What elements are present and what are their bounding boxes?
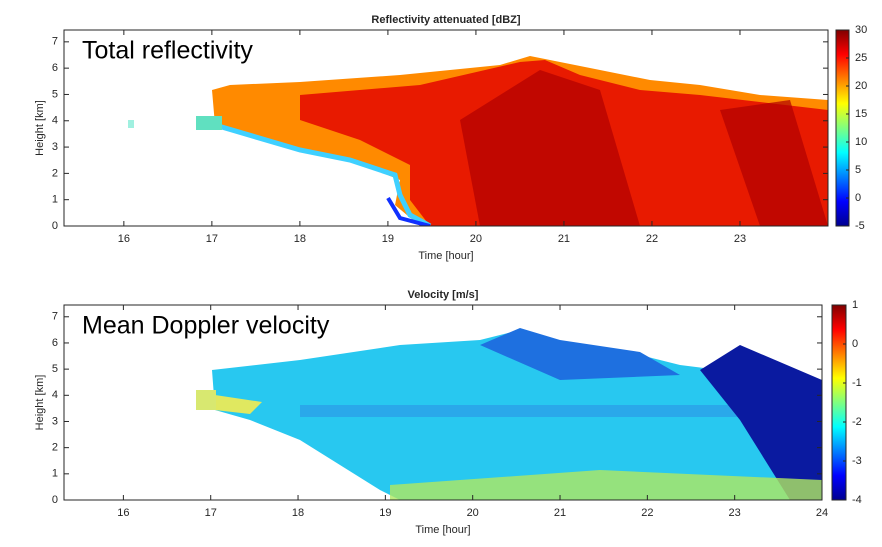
x-tick-label: 21	[558, 233, 570, 245]
y-tick-label: 4	[52, 389, 58, 401]
y-axis-label: Height [km]	[34, 100, 46, 156]
x-tick-label: 17	[205, 507, 217, 519]
x-tick-label: 23	[729, 507, 741, 519]
plot-frame	[63, 304, 823, 501]
annotation: Mean Doppler velocity	[82, 312, 330, 340]
x-tick-label: 20	[470, 233, 482, 245]
y-tick-label: 4	[52, 115, 58, 127]
chart-title: Reflectivity attenuated [dBZ]	[371, 14, 520, 26]
x-tick-label: 17	[206, 233, 218, 245]
x-tick-label: 24	[816, 507, 828, 519]
y-tick-label: 1	[52, 468, 58, 480]
x-tick-label: 18	[292, 507, 304, 519]
y-tick-label: 2	[52, 442, 58, 454]
x-axis-label: Time [hour]	[415, 524, 470, 536]
colorbar-tick-label: 0	[852, 338, 858, 350]
x-tick-label: 23	[734, 233, 746, 245]
y-tick-label: 0	[52, 220, 58, 232]
y-tick-label: 6	[52, 62, 58, 74]
colorbar-tick-label: -3	[852, 455, 862, 467]
y-tick-label: 7	[52, 36, 58, 48]
velocity-field	[196, 328, 822, 500]
x-tick-label: 18	[294, 233, 306, 245]
colorbar-tick-label: -5	[855, 220, 865, 232]
x-axis-label: Time [hour]	[418, 250, 473, 262]
colorbar-tick-label: 25	[855, 52, 867, 64]
colorbar-tick-label: 10	[855, 136, 867, 148]
x-tick-label: 22	[641, 507, 653, 519]
y-tick-label: 1	[52, 194, 58, 206]
colorbar-tick-label: 0	[855, 192, 861, 204]
colorbar-tick-label: 15	[855, 108, 867, 120]
colorbar	[835, 29, 850, 227]
y-tick-label: 2	[52, 167, 58, 179]
colorbar-tick-label: 30	[855, 24, 867, 36]
x-tick-label: 16	[117, 507, 129, 519]
reflectivity-field	[128, 56, 828, 226]
y-tick-label: 3	[52, 415, 58, 427]
plot-frame	[63, 29, 829, 227]
y-tick-label: 6	[52, 337, 58, 349]
x-tick-label: 22	[646, 233, 658, 245]
y-tick-label: 5	[52, 363, 58, 375]
colorbar	[831, 304, 847, 501]
y-tick-label: 0	[52, 494, 58, 506]
colorbar-tick-label: -1	[852, 377, 862, 389]
x-tick-label: 21	[554, 507, 566, 519]
colorbar-tick-label: -2	[852, 416, 862, 428]
y-tick-label: 5	[52, 88, 58, 100]
x-tick-label: 16	[118, 233, 130, 245]
x-tick-label: 19	[382, 233, 394, 245]
y-axis-label: Height [km]	[34, 375, 46, 431]
colorbar-tick-label: 1	[852, 299, 858, 311]
x-tick-label: 20	[467, 507, 479, 519]
colorbar-tick-label: -4	[852, 494, 862, 506]
y-tick-label: 3	[52, 141, 58, 153]
chart-title: Velocity [m/s]	[408, 289, 479, 301]
colorbar-tick-label: 5	[855, 164, 861, 176]
annotation: Total reflectivity	[82, 37, 253, 65]
x-tick-label: 19	[379, 507, 391, 519]
colorbar-tick-label: 20	[855, 80, 867, 92]
y-tick-label: 7	[52, 311, 58, 323]
